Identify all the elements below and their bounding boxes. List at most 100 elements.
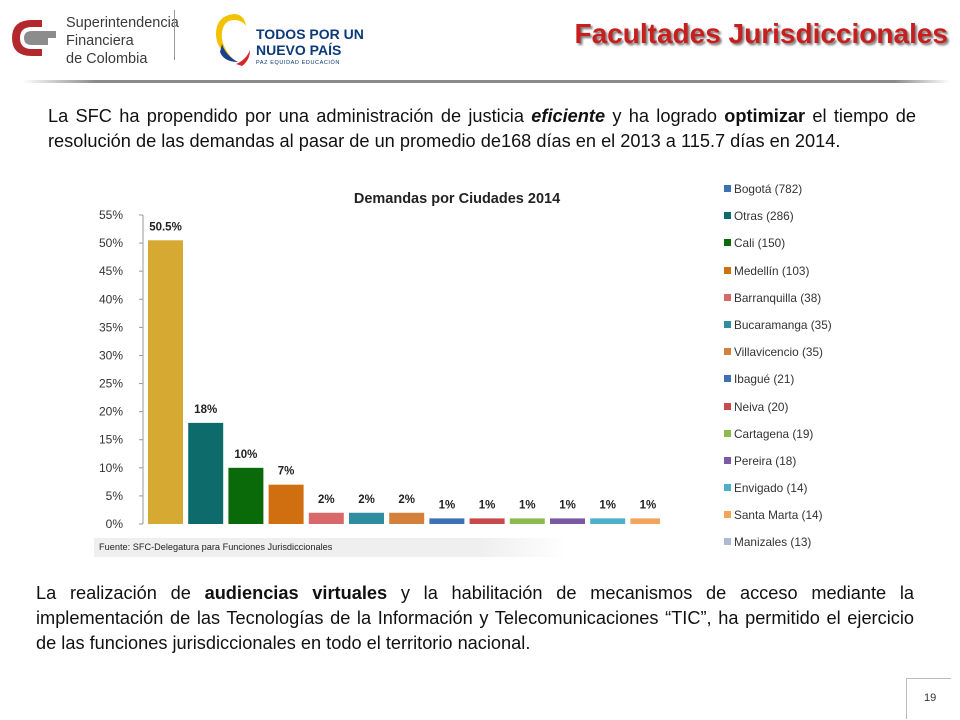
org-name-line-2: Financiera <box>66 33 134 49</box>
legend-label: Villavicencio (35) <box>734 345 823 360</box>
bar-value-label: 2% <box>358 494 375 506</box>
bar-value-label: 1% <box>479 499 496 511</box>
government-logo: TODOS POR UN NUEVO PAÍS PAZ EQUIDAD EDUC… <box>212 10 364 72</box>
y-tick-label: 45% <box>99 264 123 278</box>
bar-ibague <box>429 518 465 524</box>
colombia-flag-emblem-icon <box>216 14 250 66</box>
page-number: 19 <box>924 692 937 704</box>
y-tick-label: 0% <box>106 517 124 531</box>
sfc-emblem-icon <box>12 20 56 56</box>
gov-slogan-line-1: TODOS POR UN <box>256 26 364 42</box>
legend-item: Cali (150) <box>724 236 832 263</box>
logo-divider <box>174 10 175 60</box>
intro-text-1: La SFC ha propendido por una administrac… <box>48 106 532 126</box>
bar-cali <box>228 467 264 524</box>
legend-swatch <box>724 239 731 247</box>
bar-value-label: 2% <box>398 494 415 506</box>
legend-item: Santa Marta (14) <box>724 508 832 535</box>
bar-santa-marta <box>630 518 660 524</box>
y-tick-label: 55% <box>99 208 123 222</box>
legend-label: Santa Marta (14) <box>734 508 823 523</box>
gov-slogan-line-2: NUEVO PAÍS <box>256 42 342 58</box>
bar-barranquilla <box>308 512 344 524</box>
legend-label: Medellín (103) <box>734 263 810 278</box>
legend-item: Pereira (18) <box>724 454 832 481</box>
legend-item: Villavicencio (35) <box>724 345 832 372</box>
chart-legend: Bogotá (782) Otras (286) Cali (150) Medellí… <box>724 182 832 563</box>
legend-label: Bogotá (782) <box>734 182 803 196</box>
bars-group <box>148 240 660 525</box>
legend-swatch <box>724 293 731 301</box>
legend-item: Neiva (20) <box>724 400 832 427</box>
page-number-frame <box>906 678 951 719</box>
bar-bogota <box>148 240 183 525</box>
legend-item: Envigado (14) <box>724 481 832 508</box>
intro-strong: optimizar <box>724 106 806 126</box>
bar-labels-group: 50.5%18%10%7%2%2%2%1%1%1%1%1%1%1% <box>149 221 657 511</box>
y-tick-label: 50% <box>99 236 123 250</box>
legend-swatch <box>724 348 731 356</box>
legend-swatch <box>724 266 731 274</box>
y-tick-label: 35% <box>99 320 123 334</box>
legend-item: Ibagué (21) <box>724 372 832 399</box>
legend-item: Bucaramanga (35) <box>724 318 832 345</box>
outro-text-1: La realización de <box>36 583 205 603</box>
legend-swatch <box>724 456 731 464</box>
bar-villavicencio <box>389 512 425 524</box>
legend-item: Bogotá (782) <box>724 182 832 209</box>
legend-label: Envigado (14) <box>734 481 808 496</box>
chart-source: Fuente: SFC-Delegatura para Funciones Ju… <box>94 538 567 557</box>
legend-label: Bucaramanga (35) <box>734 317 832 332</box>
legend-swatch <box>724 484 731 492</box>
bar-value-label: 50.5% <box>149 221 182 233</box>
bar-value-label: 2% <box>318 494 335 506</box>
bar-neiva <box>469 518 505 524</box>
legend-swatch <box>724 185 731 192</box>
y-tick-label: 25% <box>99 377 123 391</box>
legend-label: Cartagena (19) <box>734 426 814 441</box>
chart-plot: Demandas por Ciudades 2014 0% 5% 10% 15% 20%… <box>99 191 660 531</box>
legend-swatch <box>724 402 731 410</box>
outro-strong: audiencias virtuales <box>204 583 388 603</box>
y-axis: 0% 5% 10% 15% 20% 25% 30% 35% 40% 45% 50% 55% <box>99 208 144 531</box>
legend-label: Pereira (18) <box>734 453 797 468</box>
bar-value-label: 18% <box>194 404 217 416</box>
legend-label: Cali (150) <box>734 236 786 251</box>
bar-value-label: 1% <box>439 499 456 511</box>
chart-title: Demandas por Ciudades 2014 <box>354 191 560 207</box>
bar-value-label: 1% <box>640 499 657 511</box>
org-name-line-1: Superintendencia <box>66 15 179 31</box>
legend-swatch <box>724 375 731 383</box>
legend-label: Neiva (20) <box>734 399 789 414</box>
legend-swatch <box>724 429 731 437</box>
y-tick-label: 30% <box>99 348 123 362</box>
sfc-logo: Superintendencia Financiera de Colombia <box>8 12 179 67</box>
legend-item: Otras (286) <box>724 209 832 236</box>
header-divider <box>22 80 950 83</box>
y-tick-label: 10% <box>99 461 123 475</box>
bar-value-label: 1% <box>559 499 576 511</box>
intro-paragraph: La SFC ha propendido por una administrac… <box>48 104 916 154</box>
bar-chart: Demandas por Ciudades 2014 0% 5% 10% 15% 20%… <box>60 182 920 563</box>
outro-text-2: y la habilitación de mecanismos de acces… <box>36 583 915 653</box>
gov-slogan-line-3: PAZ EQUIDAD EDUCACIÓN <box>256 60 341 66</box>
y-tick-label: 5% <box>106 489 124 503</box>
legend-swatch <box>724 320 731 328</box>
bar-bucaramanga <box>349 512 384 524</box>
legend-swatch <box>724 212 731 220</box>
legend-item: Manizales (13) <box>724 535 832 562</box>
bar-value-label: 1% <box>519 499 536 511</box>
bar-value-label: 1% <box>599 499 616 511</box>
page-title: Facultades Jurisdiccionales <box>574 18 949 49</box>
outro-paragraph: La realización de audiencias virtuales y… <box>36 581 914 656</box>
bar-cartagena <box>509 518 545 524</box>
bar-otras <box>188 422 224 524</box>
intro-text-3: el tiempo de resolución de las demandas … <box>48 106 917 151</box>
bar-value-label: 7% <box>278 466 295 478</box>
legend-label: Manizales (13) <box>734 535 812 550</box>
legend-label: Ibagué (21) <box>734 372 795 387</box>
bar-envigado <box>590 518 626 524</box>
legend-item: Cartagena (19) <box>724 427 832 454</box>
legend-label: Barranquilla (38) <box>734 290 822 305</box>
legend-item: Barranquilla (38) <box>724 291 832 318</box>
